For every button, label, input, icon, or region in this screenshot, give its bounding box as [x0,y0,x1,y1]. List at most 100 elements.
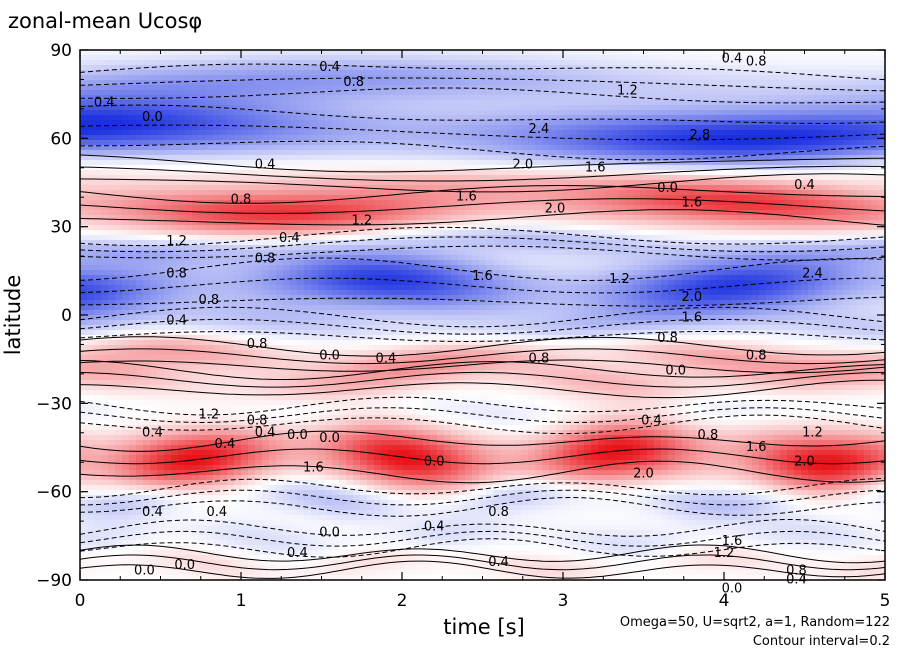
heat-cell [206,55,214,61]
heat-cell [143,220,151,226]
heat-cell [668,160,676,166]
heat-cell [682,105,690,111]
heat-cell [101,65,109,71]
heat-cell [269,185,277,191]
heat-cell [430,235,438,241]
heat-cell [787,200,795,206]
heat-cell [241,55,249,61]
heat-cell [479,165,487,171]
heat-cell [185,75,193,81]
heat-cell [710,65,718,71]
heat-cell [94,90,102,96]
heat-cell [577,200,585,206]
heat-cell [801,250,809,256]
heat-cell [556,85,564,91]
heat-cell [710,85,718,91]
heat-cell [192,165,200,171]
heat-cell [486,80,494,86]
heat-cell [227,140,235,146]
heat-cell [185,105,193,111]
heat-cell [878,160,886,166]
heat-cell [395,155,403,161]
heat-cell [654,110,662,116]
heat-cell [297,70,305,76]
heat-cell [122,160,130,166]
heat-cell [129,175,137,181]
heat-cell [759,95,767,101]
heat-cell [458,145,466,151]
heat-cell [262,145,270,151]
heat-cell [787,120,795,126]
heat-cell [87,200,95,206]
heat-cell [472,50,480,56]
heat-cell [479,140,487,146]
heat-cell [857,250,865,256]
heat-cell [598,50,606,56]
heat-cell [787,260,795,266]
heat-cell [815,120,823,126]
heat-cell [276,230,284,236]
heat-cell [822,110,830,116]
heat-cell [150,135,158,141]
heat-cell [640,190,648,196]
heat-cell [598,85,606,91]
heat-cell [843,225,851,231]
heat-cell [451,185,459,191]
heat-cell [115,150,123,156]
heat-cell [514,110,522,116]
heat-cell [570,235,578,241]
heat-cell [255,105,263,111]
heat-cell [808,255,816,261]
heat-cell [682,215,690,221]
heat-cell [633,240,641,246]
heat-cell [164,130,172,136]
heat-cell [325,180,333,186]
heat-cell [94,250,102,256]
heat-cell [255,150,263,156]
heat-cell [297,185,305,191]
heat-cell [878,230,886,236]
heat-cell [451,240,459,246]
heat-cell [220,55,228,61]
heat-cell [164,210,172,216]
heat-cell [864,95,872,101]
heat-cell [612,220,620,226]
heat-cell [542,85,550,91]
heat-cell [185,205,193,211]
heat-cell [80,150,88,156]
heat-cell [605,160,613,166]
heat-cell [157,70,165,76]
heat-cell [570,230,578,236]
heat-cell [311,190,319,196]
heat-cell [815,210,823,216]
heat-cell [346,205,354,211]
heat-cell [794,220,802,226]
heat-cell [612,55,620,61]
heat-cell [353,265,361,271]
heat-cell [178,225,186,231]
heat-cell [157,145,165,151]
heat-cell [115,250,123,256]
heat-cell [808,70,816,76]
heat-cell [234,130,242,136]
heat-cell [465,250,473,256]
heat-cell [437,215,445,221]
heat-cell [787,215,795,221]
heat-cell [815,130,823,136]
heat-cell [605,215,613,221]
heat-cell [465,135,473,141]
heat-cell [423,170,431,176]
heat-cell [570,130,578,136]
heat-cell [290,130,298,136]
heat-cell [192,135,200,141]
heat-cell [591,85,599,91]
heat-cell [458,180,466,186]
heat-cell [836,180,844,186]
heat-cell [507,180,515,186]
heat-cell [458,80,466,86]
heat-cell [206,65,214,71]
heat-cell [703,95,711,101]
heat-cell [493,75,501,81]
heat-cell [836,95,844,101]
heat-cell [640,245,648,251]
